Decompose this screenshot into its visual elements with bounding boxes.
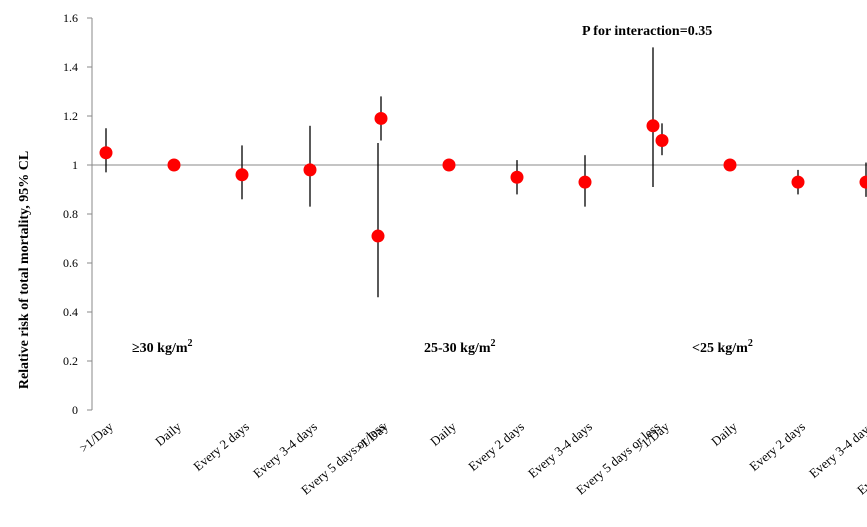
y-tick-label: 0.8	[63, 207, 78, 221]
x-tick-label: Daily	[152, 418, 184, 448]
data-point	[442, 158, 456, 172]
group-label-superscript: 2	[188, 338, 193, 349]
group-label-superscript: 2	[748, 338, 753, 349]
group-labels: ≥30 kg/m2 25-30 kg/m2 <25 kg/m2	[132, 338, 753, 356]
interaction-annotation: P for interaction=0.35	[582, 24, 712, 39]
data-point	[791, 175, 805, 189]
group-label-superscript: 2	[491, 338, 496, 349]
x-tick-label: Every 3-4 days	[806, 419, 867, 481]
y-tick-label: 0	[72, 403, 78, 417]
data-point	[167, 158, 181, 172]
group-label-text: ≥30 kg/m	[132, 341, 188, 356]
y-tick-label: 1.4	[63, 60, 78, 74]
x-tick-label: Every 3-4 days	[525, 419, 595, 481]
y-tick-label: 1.6	[63, 11, 78, 25]
y-tick-label: 1.2	[63, 109, 78, 123]
y-tick-label: 0.6	[63, 256, 78, 270]
data-point	[99, 146, 113, 160]
data-point	[374, 111, 388, 125]
data-point	[303, 163, 317, 177]
x-tick-label: Daily	[708, 418, 740, 448]
data-point	[235, 168, 249, 182]
data-point	[859, 175, 867, 189]
data-point	[723, 158, 737, 172]
group-label: <25 kg/m2	[692, 338, 753, 356]
y-tick-label: 0.2	[63, 354, 78, 368]
data-point	[371, 229, 385, 243]
chart-marks	[99, 47, 867, 298]
x-tick-label: Daily	[427, 418, 459, 448]
y-tick-label: 1	[72, 158, 78, 172]
group-label: ≥30 kg/m2	[132, 338, 193, 356]
data-point	[646, 119, 660, 133]
data-point	[578, 175, 592, 189]
data-point	[655, 134, 669, 147]
data-point	[510, 170, 524, 184]
x-tick-label: Every 2 days	[746, 419, 808, 474]
y-tick-labels: 0 0.2 0.4 0.6 0.8 1 1.2 1.4 1.6	[63, 11, 92, 417]
x-tick-label: Every 2 days	[465, 419, 527, 474]
group-label-text: 25-30 kg/m	[424, 341, 491, 356]
x-tick-label: Every 3-4 days	[250, 419, 320, 481]
group-label: 25-30 kg/m2	[424, 338, 496, 356]
x-tick-label: >1/Day	[76, 418, 116, 455]
y-tick-label: 0.4	[63, 305, 78, 319]
y-axis-label: Relative risk of total mortality, 95% CL	[17, 151, 32, 389]
x-tick-label: Every 2 days	[190, 419, 252, 474]
group-label-text: <25 kg/m	[692, 341, 748, 356]
